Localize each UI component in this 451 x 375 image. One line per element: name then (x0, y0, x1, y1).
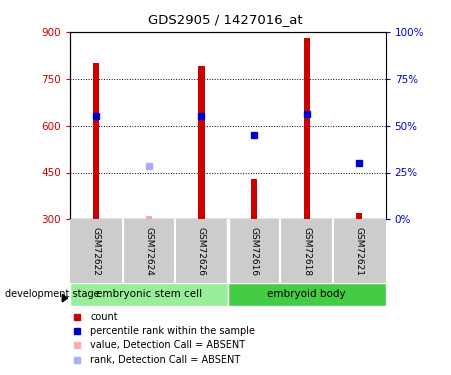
Text: GSM72616: GSM72616 (249, 226, 258, 276)
Text: GDS2905 / 1427016_at: GDS2905 / 1427016_at (148, 13, 303, 26)
Bar (356, 213, 363, 219)
Text: count: count (90, 312, 118, 322)
Text: rank, Detection Call = ABSENT: rank, Detection Call = ABSENT (90, 355, 240, 364)
Text: development stage: development stage (5, 290, 99, 299)
Text: GSM72624: GSM72624 (144, 227, 153, 276)
Bar (228, 283, 386, 306)
Text: GSM72626: GSM72626 (197, 227, 206, 276)
Text: GSM72618: GSM72618 (302, 226, 311, 276)
Text: value, Detection Call = ABSENT: value, Detection Call = ABSENT (90, 340, 245, 350)
Text: GSM72622: GSM72622 (92, 227, 101, 276)
Bar (198, 66, 205, 219)
Text: embryoid body: embryoid body (267, 290, 346, 299)
Bar (304, 38, 310, 219)
Bar (70, 283, 228, 306)
Text: GSM72621: GSM72621 (355, 227, 364, 276)
Polygon shape (62, 294, 68, 302)
Text: percentile rank within the sample: percentile rank within the sample (90, 326, 255, 336)
Bar (146, 216, 152, 219)
Bar (93, 63, 99, 219)
Bar (251, 179, 257, 219)
Text: embryonic stem cell: embryonic stem cell (96, 290, 202, 299)
